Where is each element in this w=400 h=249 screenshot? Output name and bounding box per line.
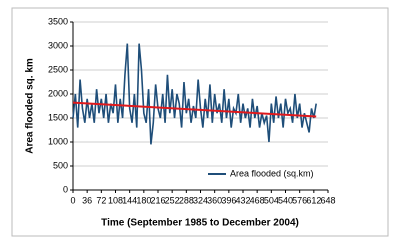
x-tick-label: 612 xyxy=(306,195,321,205)
x-tick-label: 252 xyxy=(165,195,180,205)
x-tick-label: 540 xyxy=(278,195,293,205)
x-tick-label: 360 xyxy=(207,195,222,205)
x-tick-label: 468 xyxy=(250,195,265,205)
x-tick-label: 72 xyxy=(96,195,106,205)
x-tick-label: 648 xyxy=(320,195,335,205)
x-tick-label: 144 xyxy=(122,195,137,205)
y-tick-label: 3500 xyxy=(48,16,68,26)
y-tick-label: 2500 xyxy=(48,64,68,74)
x-tick-label: 432 xyxy=(235,195,250,205)
x-tick-label: 36 xyxy=(82,195,92,205)
y-tick-label: 500 xyxy=(53,160,68,170)
y-tick-label: 1000 xyxy=(48,136,68,146)
y-tick-label: 3000 xyxy=(48,40,68,50)
x-tick-label: 108 xyxy=(108,195,123,205)
x-tick-label: 0 xyxy=(70,195,75,205)
y-tick-label: 0 xyxy=(63,184,68,194)
x-tick-label: 396 xyxy=(221,195,236,205)
x-tick-label: 216 xyxy=(150,195,165,205)
series-line xyxy=(72,101,317,118)
x-axis-title: Time (September 1985 to December 2004) xyxy=(101,218,299,229)
y-tick-label: 1500 xyxy=(48,112,68,122)
x-tick-label: 504 xyxy=(264,195,279,205)
x-tick-label: 180 xyxy=(136,195,151,205)
x-tick-label: 324 xyxy=(193,195,208,205)
y-tick-label: 2000 xyxy=(48,88,68,98)
legend-label: Area flooded (sq.km) xyxy=(230,168,314,178)
y-axis-title: Area flooded sq. km xyxy=(25,58,36,154)
x-tick-label: 288 xyxy=(179,195,194,205)
x-tick-label: 576 xyxy=(292,195,307,205)
series-line xyxy=(72,43,317,145)
